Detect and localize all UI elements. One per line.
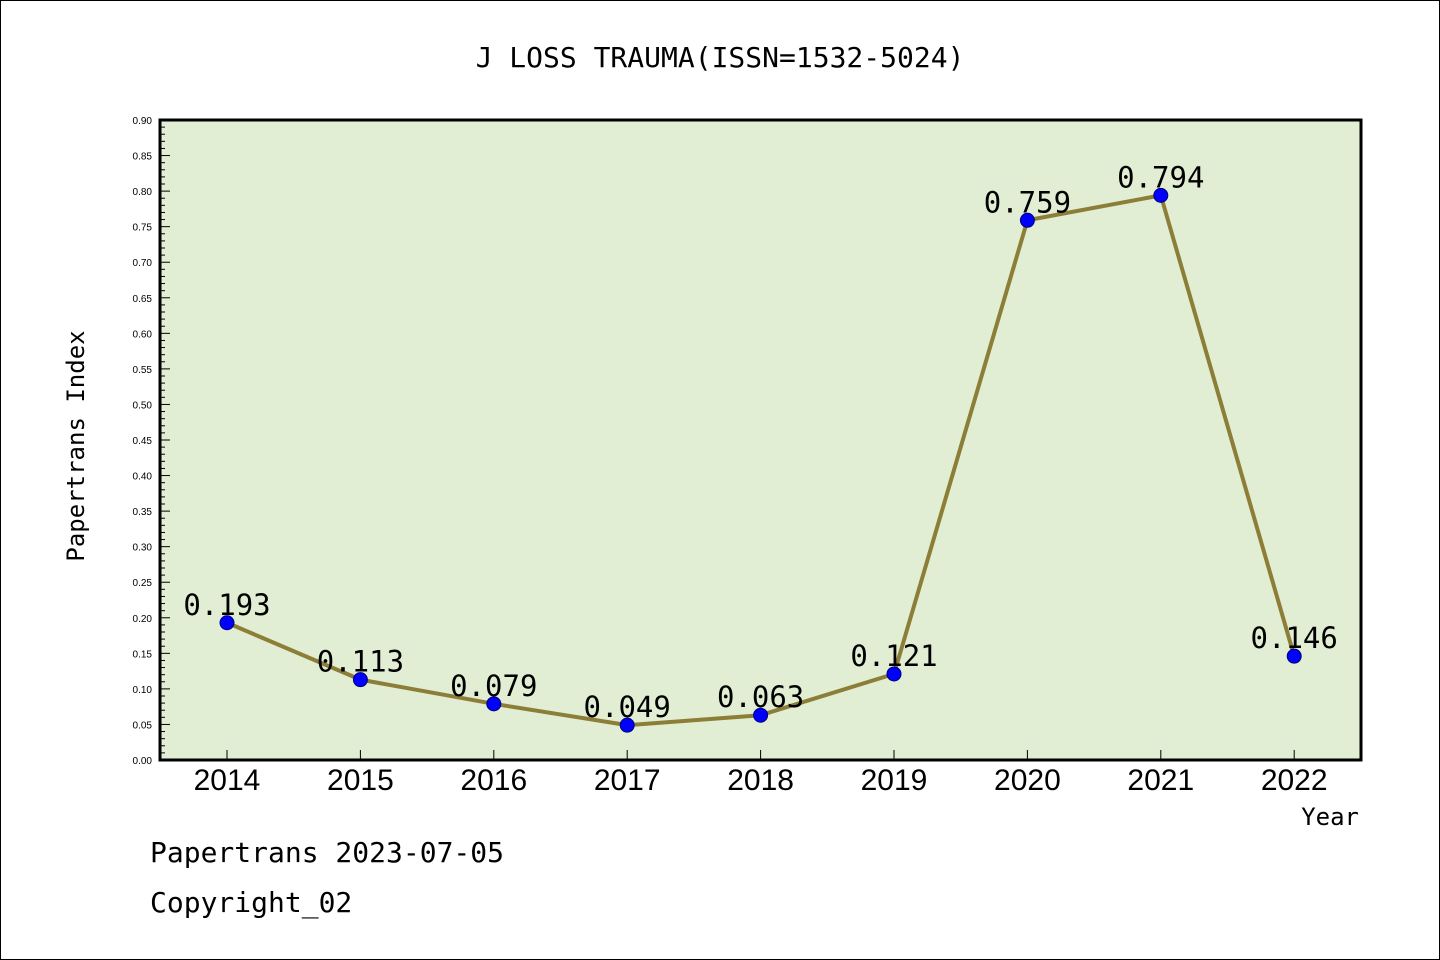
data-point bbox=[1286, 648, 1302, 664]
y-tick-label: 0.25 bbox=[133, 578, 153, 589]
data-label: 0.079 bbox=[450, 669, 537, 703]
x-axis-label: Year bbox=[1301, 803, 1359, 831]
x-tick-label: 2019 bbox=[861, 764, 928, 797]
y-tick-label: 0.75 bbox=[133, 223, 153, 234]
data-point bbox=[352, 672, 368, 688]
y-tick-label: 0.15 bbox=[133, 649, 153, 660]
x-tick-label: 2018 bbox=[727, 764, 794, 797]
y-tick-label: 0.60 bbox=[133, 329, 153, 340]
y-tick-label: 0.55 bbox=[133, 365, 153, 376]
y-tick-label: 0.10 bbox=[133, 685, 153, 696]
data-point bbox=[1153, 187, 1169, 203]
y-tick-label: 0.05 bbox=[133, 720, 153, 731]
data-point bbox=[886, 666, 902, 682]
data-label: 0.121 bbox=[850, 639, 937, 673]
plot-area bbox=[158, 118, 1363, 762]
data-label: 0.063 bbox=[717, 680, 804, 714]
data-point bbox=[486, 696, 502, 712]
data-label: 0.146 bbox=[1251, 621, 1338, 655]
x-tick-label: 2016 bbox=[460, 764, 527, 797]
x-axis: 2014 2015 2016 2017 2018 2019 2020 2021 2022 bbox=[194, 750, 1328, 797]
data-labels: 0.193 0.113 0.079 0.049 0.063 0.121 0.759 0.794… bbox=[183, 160, 1338, 724]
y-tick-label: 0.40 bbox=[133, 472, 153, 483]
y-tick-label: 0.30 bbox=[133, 543, 153, 554]
y-tick-label: 0.50 bbox=[133, 400, 153, 411]
y-tick-label: 0.65 bbox=[133, 294, 153, 305]
data-point bbox=[753, 707, 769, 723]
data-label: 0.759 bbox=[984, 185, 1071, 219]
y-tick-label: 0.20 bbox=[133, 614, 153, 625]
y-tick-label: 0.45 bbox=[133, 436, 153, 447]
data-point bbox=[1019, 212, 1035, 228]
y-tick-label: 0.80 bbox=[133, 187, 153, 198]
data-label: 0.794 bbox=[1117, 160, 1204, 194]
chart-title: J LOSS TRAUMA(ISSN=1532-5024) bbox=[476, 41, 965, 74]
data-label: 0.049 bbox=[584, 690, 671, 724]
y-tick-label: 0.00 bbox=[133, 756, 153, 767]
x-tick-label: 2022 bbox=[1261, 764, 1328, 797]
x-tick-label: 2020 bbox=[994, 764, 1061, 797]
x-tick-label: 2015 bbox=[327, 764, 394, 797]
data-point bbox=[219, 615, 235, 631]
y-axis-label: Papertrans Index bbox=[62, 330, 90, 561]
data-label: 0.113 bbox=[317, 645, 404, 679]
y-tick-label: 0.90 bbox=[133, 116, 153, 127]
y-tick-label: 0.70 bbox=[133, 258, 153, 269]
footer-date: Papertrans 2023-07-05 bbox=[150, 836, 505, 869]
x-tick-label: 2017 bbox=[594, 764, 661, 797]
data-label: 0.193 bbox=[183, 588, 270, 622]
data-points bbox=[219, 187, 1302, 733]
data-point bbox=[619, 717, 635, 733]
y-axis: 0.00 0.05 0.10 0.15 0.20 0.25 0.30 0.35 0.40 0.45… bbox=[133, 116, 170, 767]
x-tick-label: 2014 bbox=[194, 764, 261, 797]
footer-copyright: Copyright_02 bbox=[150, 886, 353, 919]
y-tick-label: 0.35 bbox=[133, 507, 153, 518]
x-tick-label: 2021 bbox=[1127, 764, 1194, 797]
y-tick-label: 0.85 bbox=[133, 152, 153, 163]
